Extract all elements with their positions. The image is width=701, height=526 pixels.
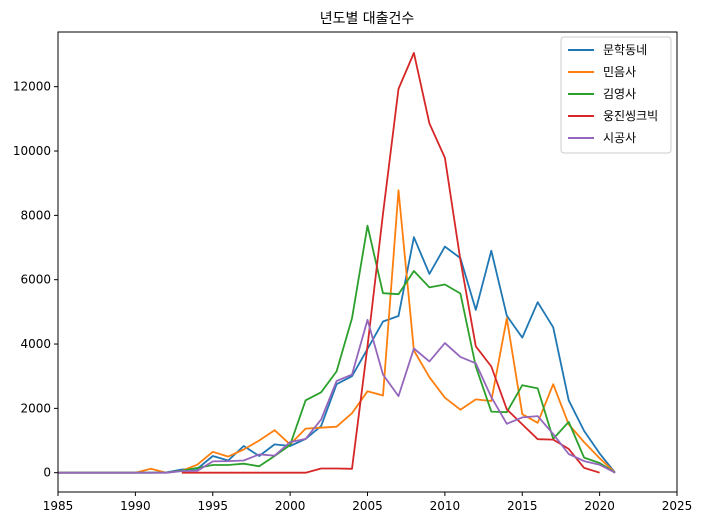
legend-label: 시공사: [603, 131, 636, 145]
series-line-5: [58, 319, 616, 474]
y-tick-label: 10000: [13, 144, 51, 158]
x-tick-label: 2015: [507, 499, 538, 513]
y-tick-label: 6000: [20, 273, 51, 287]
y-tick-label: 0: [43, 466, 51, 480]
x-tick-label: 1995: [197, 499, 228, 513]
legend-box: [560, 36, 672, 154]
chart-title: 년도별 대출건수: [320, 11, 415, 27]
series-layer: [58, 52, 616, 474]
y-tick-label: 4000: [20, 337, 51, 351]
x-tick-label: 2010: [430, 499, 461, 513]
x-tick-label: 1990: [120, 499, 151, 513]
series-line-3: [58, 224, 616, 474]
legend-label: 김영사: [603, 87, 636, 101]
series-line-4: [181, 52, 600, 474]
x-tick-label: 1985: [43, 499, 74, 513]
series-line-1: [58, 236, 616, 474]
x-tick-label: 2005: [352, 499, 383, 513]
x-tick-label: 2020: [584, 499, 615, 513]
legend-label: 민음사: [603, 65, 636, 79]
y-tick-label: 12000: [13, 80, 51, 94]
legend-label: 웅진씽크빅: [603, 109, 658, 123]
x-axis: 1985 1990 1995 2000 2005 2010 2015 2020 2025: [43, 492, 693, 513]
y-tick-label: 8000: [20, 208, 51, 222]
y-axis: 0 2000 4000 6000 8000 10000 12000: [13, 80, 58, 480]
y-tick-label: 2000: [20, 401, 51, 415]
legend-label: 문학동네: [603, 43, 647, 57]
x-tick-label: 2025: [662, 499, 693, 513]
series-line-2: [58, 189, 616, 474]
x-tick-label: 2000: [275, 499, 306, 513]
